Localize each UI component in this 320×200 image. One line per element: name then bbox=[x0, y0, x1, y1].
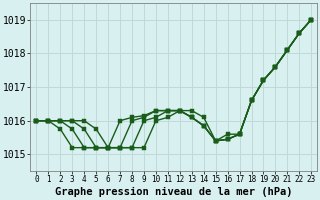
X-axis label: Graphe pression niveau de la mer (hPa): Graphe pression niveau de la mer (hPa) bbox=[55, 187, 292, 197]
